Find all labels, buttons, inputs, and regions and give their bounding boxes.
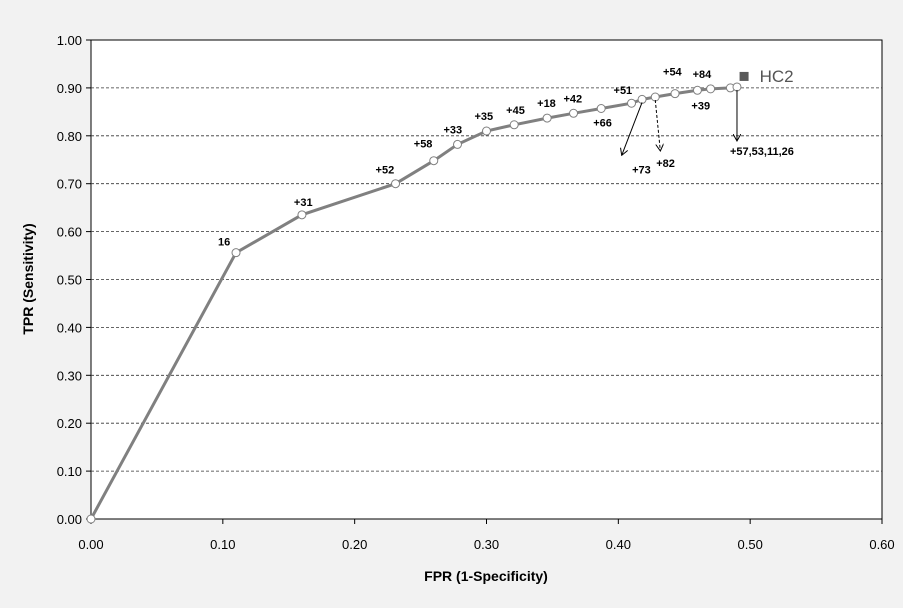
y-tick-label: 1.00 bbox=[57, 33, 82, 48]
point-label: +45 bbox=[506, 105, 525, 117]
x-tick-label: 0.00 bbox=[78, 537, 103, 552]
roc-point bbox=[733, 83, 741, 91]
x-tick-label: 0.30 bbox=[474, 537, 499, 552]
roc-point bbox=[483, 127, 491, 135]
x-tick-label: 0.40 bbox=[606, 537, 631, 552]
series-marker bbox=[740, 72, 749, 81]
point-label: +33 bbox=[443, 124, 462, 136]
roc-point bbox=[638, 95, 646, 103]
y-tick-label: 0.40 bbox=[57, 320, 82, 335]
point-label: +31 bbox=[294, 197, 313, 209]
roc-point bbox=[232, 249, 240, 257]
roc-point bbox=[87, 515, 95, 523]
roc-point bbox=[671, 90, 679, 98]
point-label: +42 bbox=[564, 93, 583, 105]
x-tick-label: 0.10 bbox=[210, 537, 235, 552]
roc-point bbox=[693, 86, 701, 94]
point-label: +52 bbox=[376, 165, 395, 177]
y-tick-label: 0.20 bbox=[57, 416, 82, 431]
point-label: +51 bbox=[614, 85, 633, 97]
point-label: +66 bbox=[593, 117, 612, 129]
y-tick-label: 0.60 bbox=[57, 225, 82, 240]
roc-point bbox=[543, 114, 551, 122]
y-tick-label: 0.30 bbox=[57, 368, 82, 383]
roc-point bbox=[510, 121, 518, 129]
y-tick-label: 0.90 bbox=[57, 81, 82, 96]
y-tick-label: 0.50 bbox=[57, 273, 82, 288]
point-label: +58 bbox=[414, 139, 433, 151]
x-tick-label: 0.20 bbox=[342, 537, 367, 552]
roc-point bbox=[651, 93, 659, 101]
point-label: +84 bbox=[693, 69, 713, 81]
point-label: +35 bbox=[475, 111, 494, 123]
y-tick-label: 0.80 bbox=[57, 129, 82, 144]
y-tick-label: 0.70 bbox=[57, 177, 82, 192]
y-tick-label: 0.00 bbox=[57, 512, 82, 527]
roc-point bbox=[597, 104, 605, 112]
point-label: +82 bbox=[656, 158, 675, 170]
roc-point bbox=[570, 109, 578, 117]
series-label: HC2 bbox=[760, 67, 794, 86]
point-label: +18 bbox=[537, 98, 556, 110]
y-tick-label: 0.10 bbox=[57, 464, 82, 479]
point-label: 16 bbox=[218, 237, 230, 249]
roc-point bbox=[707, 85, 715, 93]
roc-point bbox=[392, 180, 400, 188]
y-axis-title: TPR (Sensitivity) bbox=[20, 223, 36, 334]
point-label: +57,53,11,26 bbox=[730, 146, 794, 158]
x-tick-label: 0.50 bbox=[738, 537, 763, 552]
roc-point bbox=[453, 140, 461, 148]
roc-point bbox=[628, 99, 636, 107]
roc-point bbox=[298, 211, 306, 219]
x-tick-label: 0.60 bbox=[869, 537, 894, 552]
point-label: +73 bbox=[632, 164, 651, 176]
point-label: +54 bbox=[663, 67, 683, 79]
point-label: +39 bbox=[691, 100, 710, 112]
x-axis-title: FPR (1-Specificity) bbox=[424, 568, 548, 584]
roc-point bbox=[430, 157, 438, 165]
